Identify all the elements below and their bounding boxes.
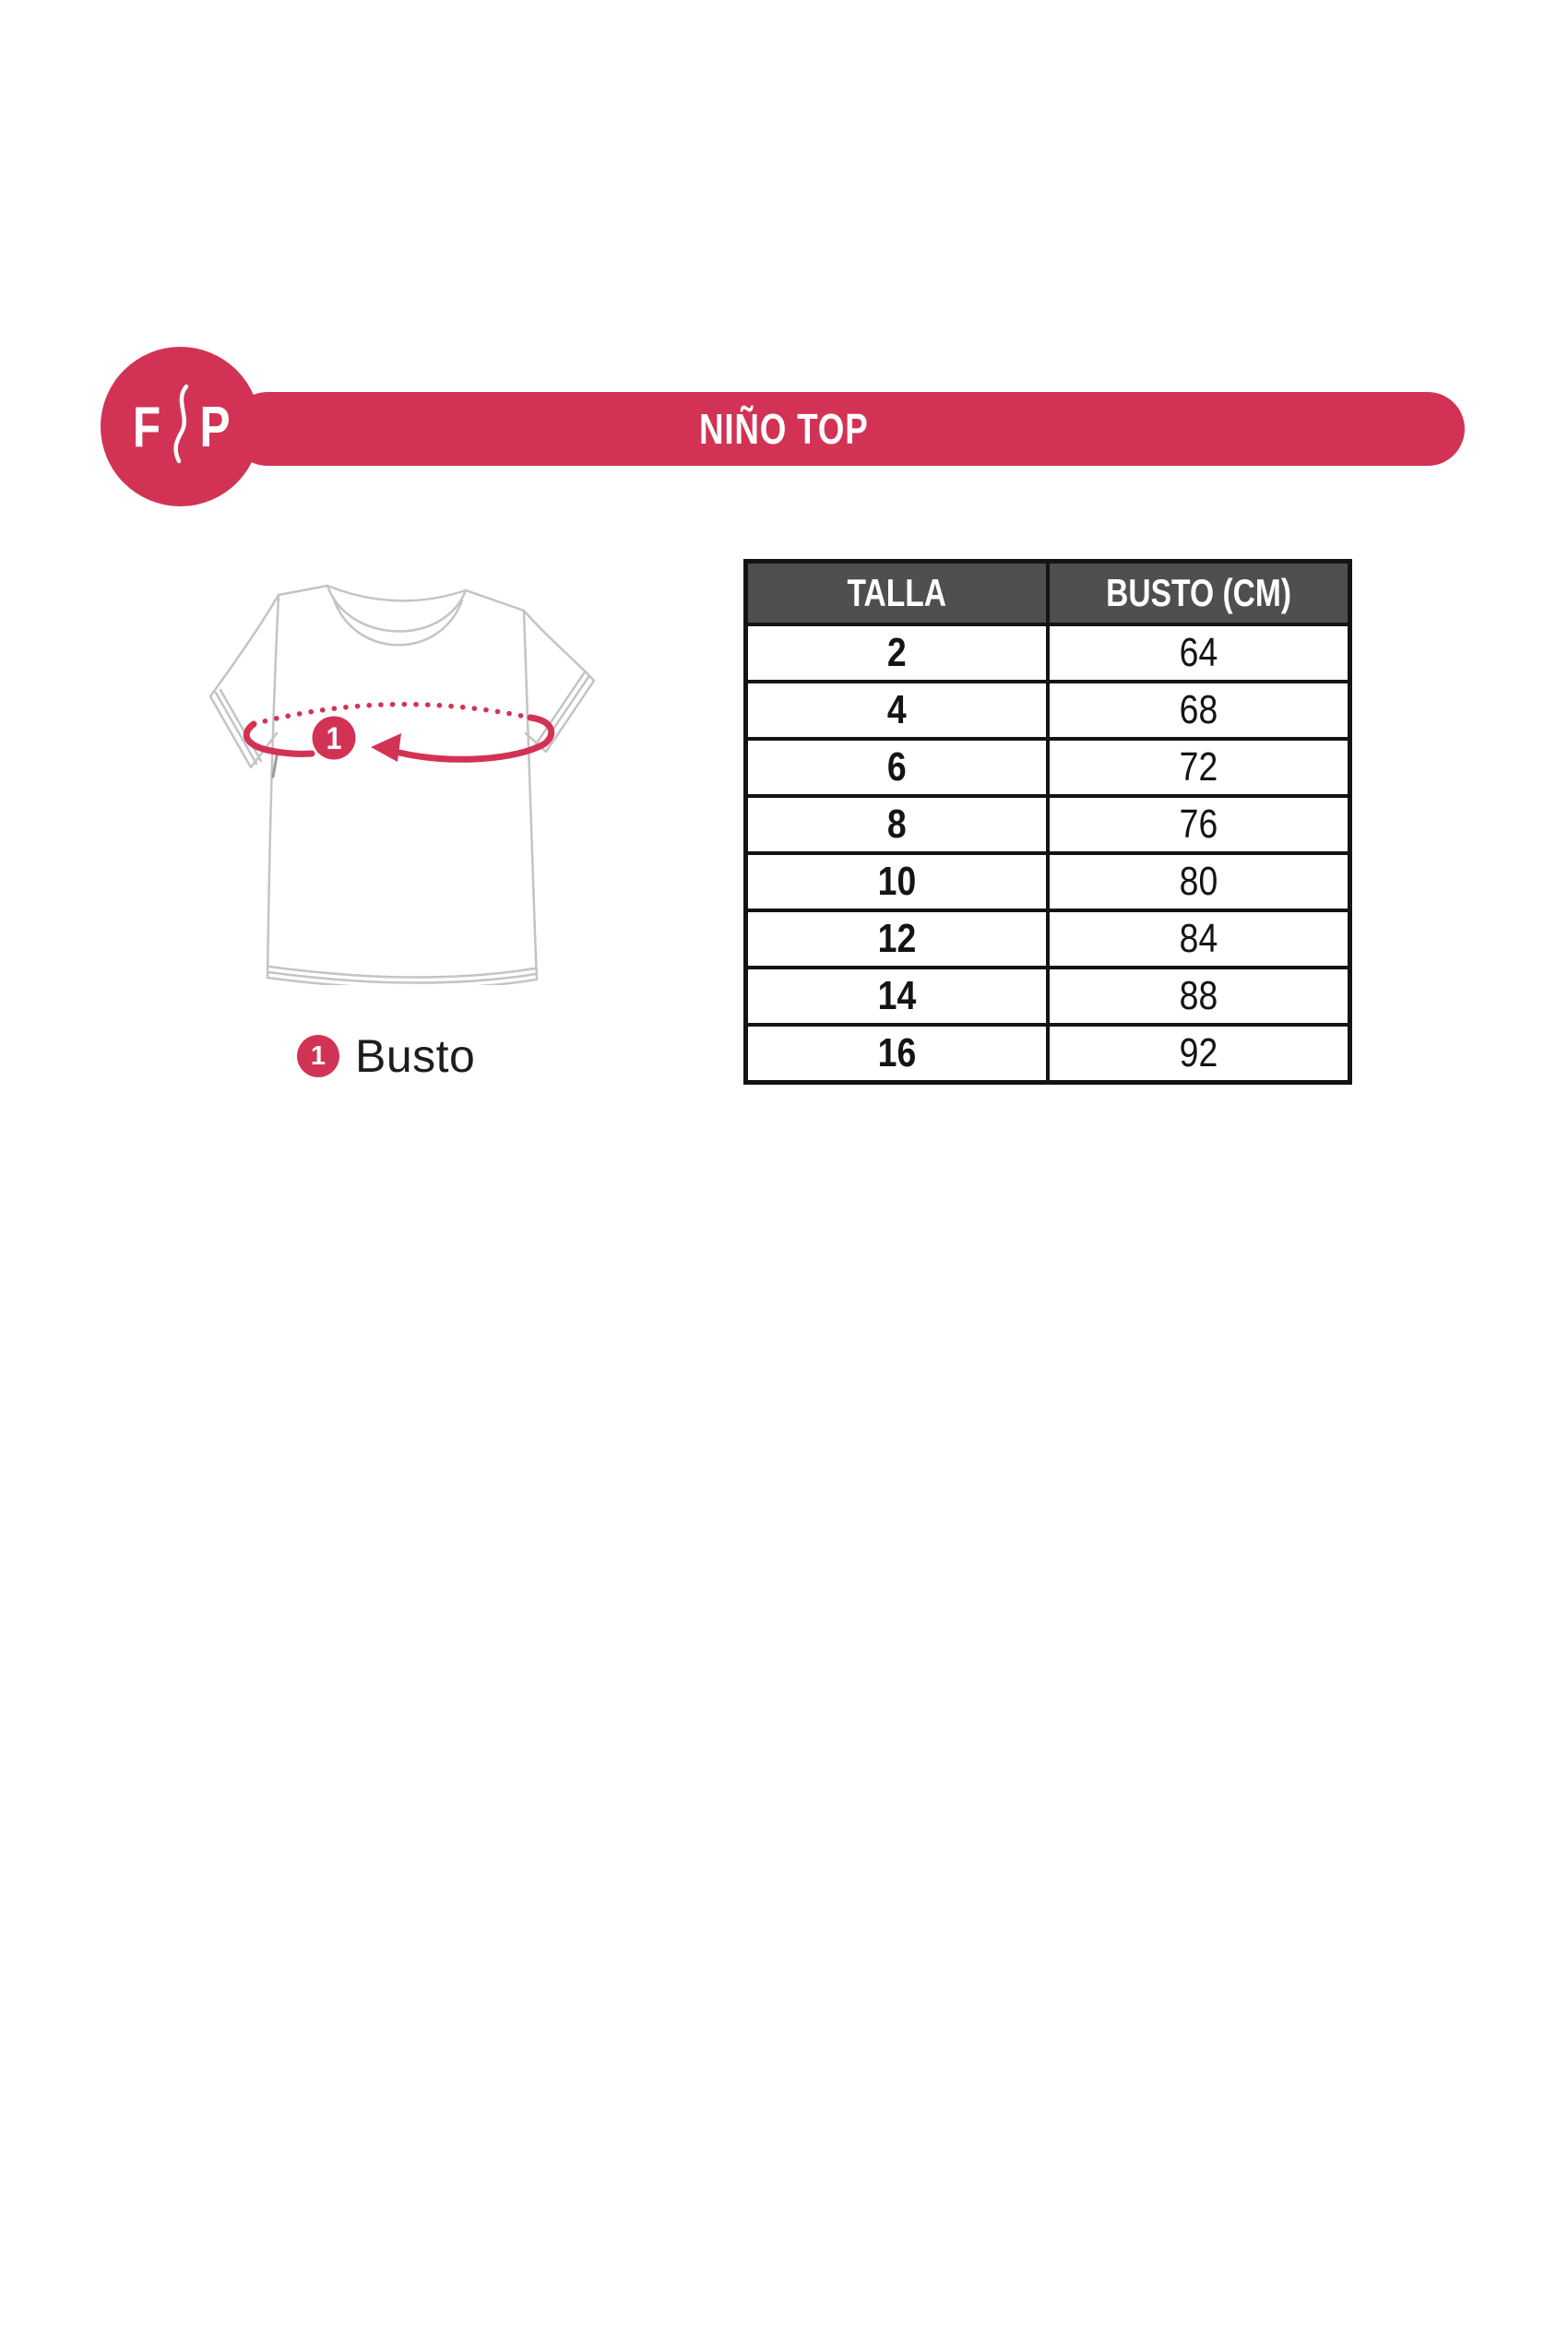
busto-cell: 84 xyxy=(1046,909,1352,969)
cell-value: 10 xyxy=(877,859,917,904)
logo-letter-f: F xyxy=(133,395,160,459)
size-table: TALLA BUSTO (CM) 2 64 4 68 6 72 8 76 10 80 12 84 14 8… xyxy=(743,559,1352,1085)
talla-cell: 14 xyxy=(743,966,1050,1027)
cell-value: 6 xyxy=(887,744,907,790)
table-row: 2 64 xyxy=(743,623,1352,683)
talla-cell: 12 xyxy=(743,909,1050,969)
left-sleeve-outline xyxy=(208,593,280,769)
header-row: TALLA BUSTO (CM) xyxy=(743,559,1352,626)
column-header-talla-text: TALLA xyxy=(847,571,947,614)
logo-letter-p: P xyxy=(199,395,230,459)
title-banner xyxy=(231,392,1465,466)
body-outline xyxy=(266,593,539,990)
talla-cell: 4 xyxy=(743,680,1050,741)
logo-wave-icon xyxy=(173,384,189,464)
table-row: 10 80 xyxy=(743,851,1352,912)
arrowhead-icon xyxy=(371,733,401,762)
right-shoulder-line xyxy=(464,588,526,612)
cell-value: 68 xyxy=(1179,687,1218,732)
collar-back-line xyxy=(326,584,468,602)
logo-circle xyxy=(101,347,260,506)
bust-measure-right-sweep xyxy=(396,714,555,763)
cell-value: 76 xyxy=(1179,802,1218,847)
page-title-text: NIÑO TOP xyxy=(699,405,869,453)
size-table-body: 2 64 4 68 6 72 8 76 10 80 12 84 14 88 16 92 xyxy=(743,623,1352,1085)
left-cuff-stitch-2 xyxy=(219,688,263,763)
busto-cell: 76 xyxy=(1046,794,1352,855)
page-title: NIÑO TOP xyxy=(0,392,1568,466)
table-row: 12 84 xyxy=(743,909,1352,969)
tshirt-diagram: 1 xyxy=(203,570,600,990)
busto-cell: 64 xyxy=(1046,623,1352,683)
cell-value: 8 xyxy=(887,802,907,847)
talla-cell: 10 xyxy=(743,851,1050,912)
table-row: 8 76 xyxy=(743,794,1352,855)
table-row: 14 88 xyxy=(743,966,1352,1027)
talla-cell: 6 xyxy=(743,737,1050,798)
talla-cell: 2 xyxy=(743,623,1050,683)
busto-cell: 72 xyxy=(1046,737,1352,798)
talla-cell: 8 xyxy=(743,794,1050,855)
hem-stitch-2 xyxy=(267,970,538,984)
legend-label: Busto xyxy=(355,1030,476,1082)
cell-value: 4 xyxy=(887,687,907,732)
column-header-talla: TALLA xyxy=(743,559,1050,626)
legend-marker-badge: 1 xyxy=(297,1035,339,1077)
cell-value: 12 xyxy=(877,916,917,961)
right-cuff-stitch-2 xyxy=(534,671,586,746)
table-row: 6 72 xyxy=(743,737,1352,798)
talla-cell: 16 xyxy=(743,1023,1050,1085)
column-header-busto-text: BUSTO (CM) xyxy=(1106,571,1291,614)
cell-value: 88 xyxy=(1179,973,1218,1018)
right-sleeve-outline xyxy=(522,609,596,754)
cell-value: 84 xyxy=(1179,916,1218,961)
cell-value: 72 xyxy=(1179,744,1218,790)
hem-stitch-1 xyxy=(267,965,537,979)
cell-value: 16 xyxy=(877,1030,917,1075)
table-row: 16 92 xyxy=(743,1023,1352,1085)
brand-logo: F P xyxy=(101,347,260,506)
collar-band-line xyxy=(331,595,464,647)
cell-value: 64 xyxy=(1179,630,1218,675)
left-cuff-stitch-1 xyxy=(214,691,258,766)
marker-badge xyxy=(312,716,356,760)
cell-value: 14 xyxy=(877,973,917,1018)
busto-cell: 92 xyxy=(1046,1023,1352,1085)
left-shoulder-line xyxy=(277,584,329,597)
busto-cell: 88 xyxy=(1046,966,1352,1027)
busto-cell: 80 xyxy=(1046,851,1352,912)
column-header-busto: BUSTO (CM) xyxy=(1046,559,1352,626)
bust-measure-left-loop xyxy=(243,720,315,757)
cell-value: 80 xyxy=(1179,859,1218,904)
busto-cell: 68 xyxy=(1046,680,1352,741)
size-table-header: TALLA BUSTO (CM) xyxy=(743,559,1352,626)
collar-front-line xyxy=(326,584,468,633)
brand-logo-graphic: F P xyxy=(101,347,260,506)
tshirt-drawing: 1 xyxy=(208,584,596,990)
bust-measure-dotted-arc xyxy=(251,701,533,727)
marker-badge-number: 1 xyxy=(326,721,341,756)
measurement-legend: 1 Busto xyxy=(297,1029,475,1083)
cell-value: 92 xyxy=(1179,1030,1218,1075)
table-row: 4 68 xyxy=(743,680,1352,741)
cell-value: 2 xyxy=(887,630,907,675)
